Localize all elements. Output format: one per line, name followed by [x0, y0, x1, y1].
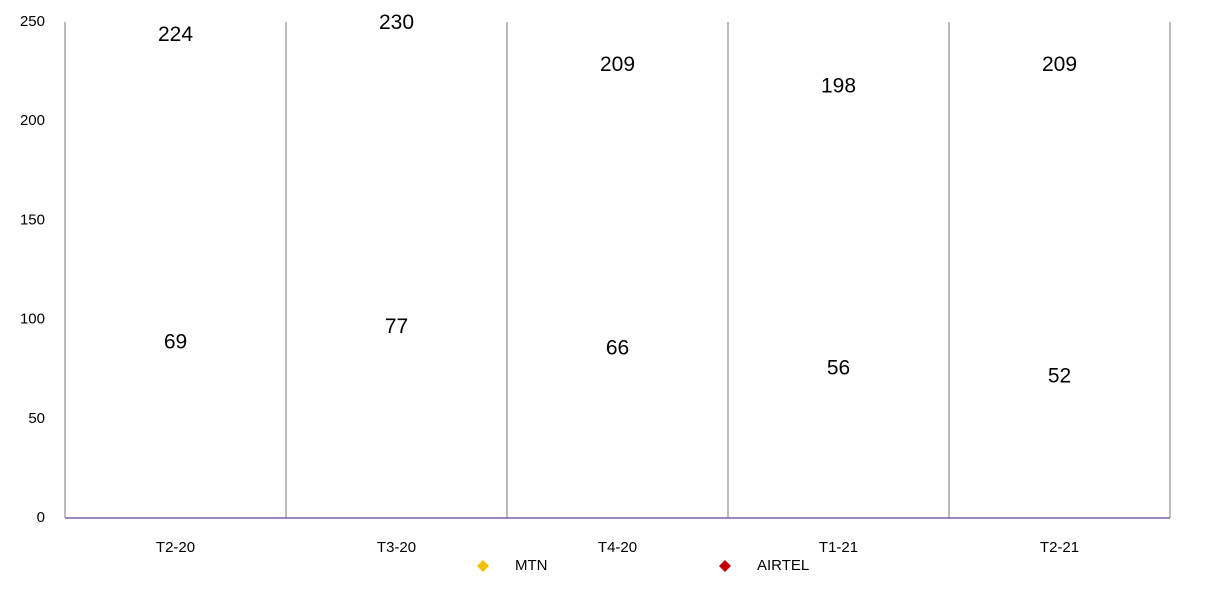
y-tick-label: 50 — [28, 410, 45, 427]
data-label: 77 — [385, 315, 408, 338]
legend-label: MTN — [515, 557, 548, 574]
x-tick-label: T4-20 — [598, 539, 637, 556]
y-tick-label: 100 — [20, 311, 45, 328]
y-tick-label: 0 — [37, 509, 45, 526]
data-label: 52 — [1048, 364, 1071, 387]
y-tick-label: 250 — [20, 13, 45, 30]
legend-label: AIRTEL — [757, 557, 809, 574]
x-tick-label: T1-21 — [819, 539, 858, 556]
data-label: 230 — [379, 11, 414, 34]
y-tick-label: 200 — [20, 112, 45, 129]
legend-marker — [477, 560, 489, 572]
data-label: 224 — [158, 23, 193, 46]
x-tick-label: T2-20 — [156, 539, 195, 556]
data-label: 209 — [600, 53, 635, 76]
y-tick-label: 150 — [20, 211, 45, 228]
data-label: 56 — [827, 356, 850, 379]
data-label: 198 — [821, 75, 856, 98]
data-label: 66 — [606, 337, 629, 360]
x-tick-label: T3-20 — [377, 539, 416, 556]
data-label: 209 — [1042, 53, 1077, 76]
legend-marker — [719, 560, 731, 572]
x-tick-label: T2-21 — [1040, 539, 1079, 556]
data-label: 69 — [164, 331, 187, 354]
